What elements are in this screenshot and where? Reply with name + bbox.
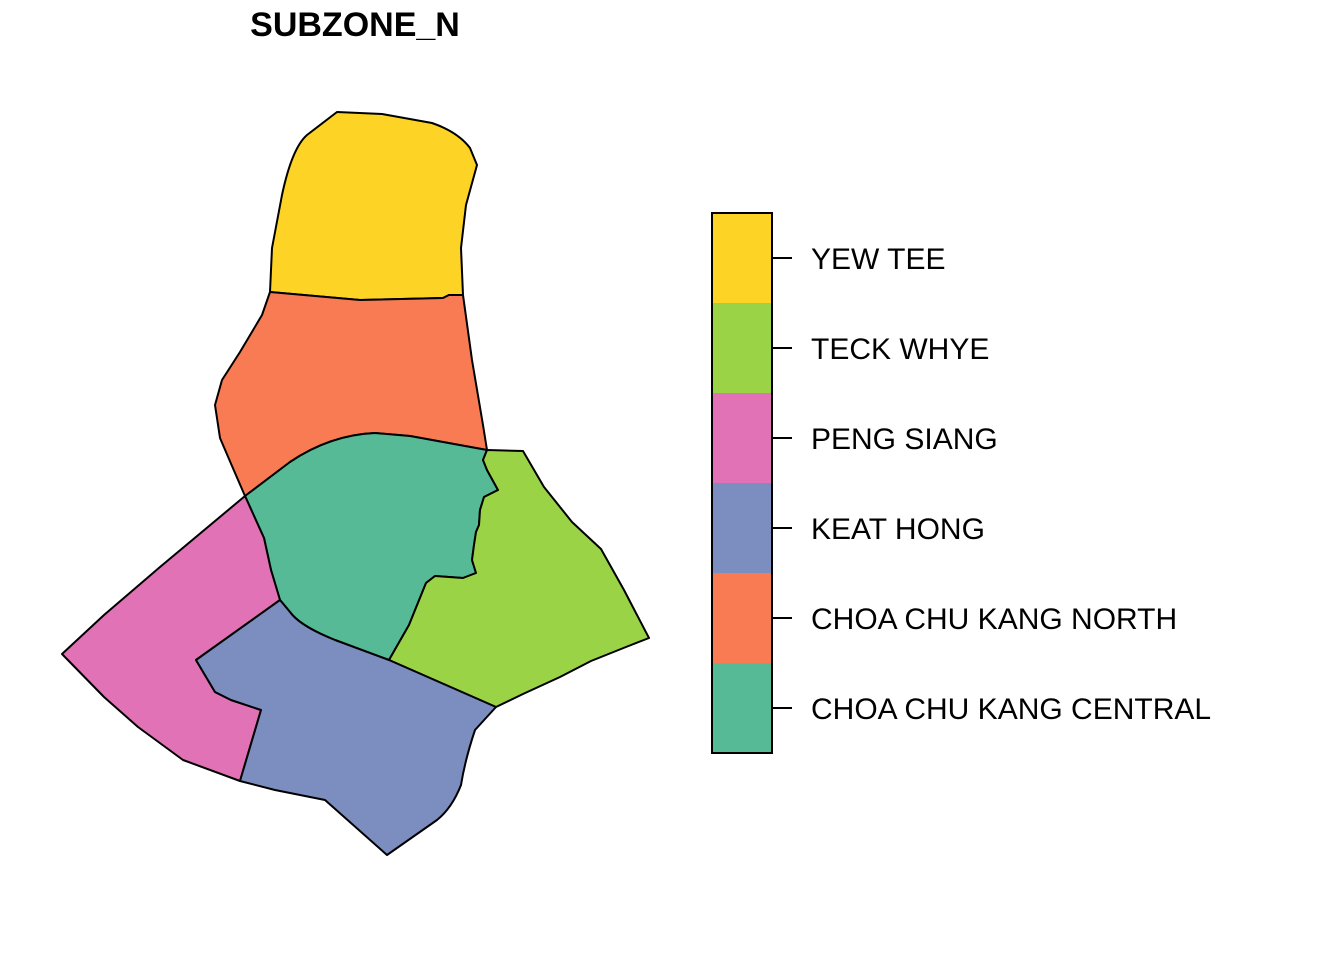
legend-label-yew-tee: YEW TEE — [811, 243, 945, 276]
legend-label-teck-whye: TECK WHYE — [811, 333, 989, 366]
legend: YEW TEE TECK WHYE PENG SIANG KEAT HONG C… — [711, 212, 1211, 754]
legend-swatch-keat-hong — [712, 483, 772, 573]
zone-yew-tee[interactable] — [269, 111, 478, 301]
legend-label-keat-hong: KEAT HONG — [811, 513, 985, 546]
legend-swatch-teck-whye — [712, 303, 772, 393]
legend-frame — [711, 212, 773, 754]
map-title: SUBZONE_N — [250, 6, 460, 44]
legend-swatch-choa-chu-kang-north — [712, 573, 772, 663]
legend-swatch-choa-chu-kang-central — [712, 663, 772, 753]
legend-label-choa-chu-kang-central: CHOA CHU KANG CENTRAL — [811, 693, 1211, 726]
legend-swatch-peng-siang — [712, 393, 772, 483]
map-polygons — [61, 111, 650, 856]
zone-teck-whye[interactable] — [388, 449, 650, 708]
legend-label-choa-chu-kang-north: CHOA CHU KANG NORTH — [811, 603, 1177, 636]
legend-swatch-yew-tee — [712, 213, 772, 303]
zone-keat-hong[interactable] — [195, 599, 497, 856]
legend-label-peng-siang: PENG SIANG — [811, 423, 998, 456]
